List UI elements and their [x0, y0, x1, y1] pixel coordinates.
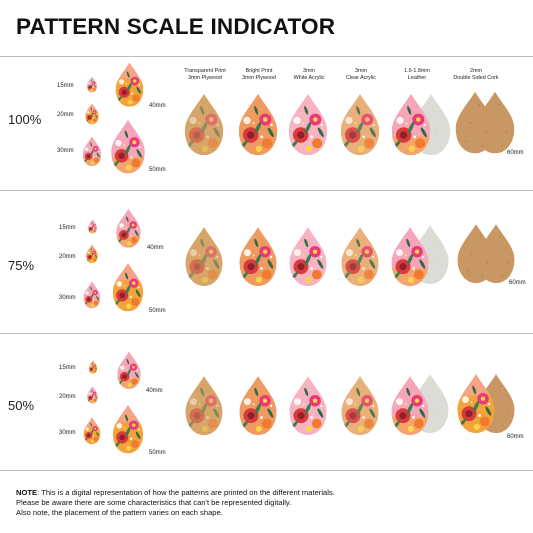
- size-label-20mm: 20mm: [59, 254, 76, 260]
- sample-transparent-plywood: [182, 226, 226, 288]
- size-label-15mm: 15mm: [57, 83, 74, 89]
- earring-20mm: [84, 103, 100, 125]
- earring-30mm: [82, 417, 102, 445]
- size-label-50mm: 50mm: [149, 308, 166, 314]
- size-label-15mm: 15mm: [59, 225, 76, 231]
- column-header-clear-acrylic: 3mm Clear Acrylic: [346, 68, 376, 81]
- size-label-30mm: 30mm: [57, 148, 74, 154]
- sample-clear-acrylic: [338, 375, 382, 437]
- size-label-40mm: 40mm: [146, 388, 163, 394]
- sample-bright-plywood: [236, 226, 280, 288]
- sample-leather-front: [388, 226, 432, 288]
- size-label-15mm: 15mm: [59, 365, 76, 371]
- sample-leather-front: [388, 375, 432, 437]
- size-label-40mm: 40mm: [147, 245, 164, 251]
- note-label: NOTE: [16, 488, 38, 497]
- note-line-1: NOTE: This is a digital representation o…: [16, 488, 335, 497]
- size-label-60mm: 60mm: [507, 434, 524, 440]
- page-title: PATTERN SCALE INDICATOR: [16, 14, 336, 39]
- divider-top: [0, 56, 533, 57]
- size-label-20mm: 20mm: [59, 394, 76, 400]
- divider-2: [0, 333, 533, 334]
- size-label-20mm: 20mm: [57, 112, 74, 118]
- earring-50mm: [110, 404, 146, 455]
- earring-40mm: [115, 351, 143, 390]
- note-line-3: Also note, the placement of the pattern …: [16, 508, 223, 517]
- size-label-40mm: 40mm: [149, 103, 166, 109]
- scale-label-75: 75%: [8, 258, 35, 273]
- sample-white-acrylic: [286, 226, 330, 288]
- column-header-transparent-plywood: Transparent Print 3mm Plywood: [184, 68, 226, 81]
- size-label-60mm: 60mm: [509, 280, 526, 286]
- earring-20mm: [86, 386, 99, 404]
- divider-1: [0, 190, 533, 191]
- sample-cork-front: [454, 372, 498, 436]
- scale-label-100: 100%: [8, 112, 42, 127]
- sample-clear-acrylic: [338, 226, 382, 288]
- size-label-60mm: 60mm: [507, 150, 524, 156]
- sample-bright-plywood: [235, 93, 281, 157]
- scale-label-50: 50%: [8, 398, 35, 413]
- sample-bright-plywood: [236, 375, 280, 437]
- earring-15mm: [86, 76, 98, 93]
- size-label-50mm: 50mm: [149, 167, 166, 173]
- earring-40mm: [114, 208, 143, 249]
- earring-15mm: [87, 219, 98, 234]
- earring-20mm: [85, 244, 99, 264]
- size-label-30mm: 30mm: [59, 430, 76, 436]
- sample-white-acrylic: [286, 375, 330, 437]
- note-line-2: Please be aware there are some character…: [16, 498, 292, 507]
- sample-transparent-plywood: [182, 375, 226, 437]
- column-header-cork: 2mm Double Sided Cork: [453, 68, 499, 81]
- earring-30mm: [81, 136, 103, 167]
- sample-cork-front: [452, 90, 498, 156]
- divider-bottom: [0, 470, 533, 471]
- sample-transparent-plywood: [181, 93, 227, 157]
- column-header-leather: 1.6-1.8mm Leather: [404, 68, 430, 81]
- earring-50mm: [110, 262, 146, 313]
- sample-cork-front: [454, 222, 498, 286]
- column-header-white-acrylic: 3mm White Acrylic: [293, 68, 325, 81]
- footer-note: NOTE: This is a digital representation o…: [16, 488, 521, 518]
- sample-white-acrylic: [285, 93, 331, 157]
- sample-leather-front: [388, 93, 434, 157]
- earring-40mm: [113, 62, 146, 108]
- size-label-50mm: 50mm: [149, 450, 166, 456]
- column-header-bright-plywood: Bright Print 3mm Plywood: [242, 68, 276, 81]
- earring-15mm: [88, 360, 98, 374]
- earring-30mm: [82, 281, 102, 309]
- size-label-30mm: 30mm: [59, 295, 76, 301]
- earring-50mm: [108, 119, 148, 175]
- sample-clear-acrylic: [337, 93, 383, 157]
